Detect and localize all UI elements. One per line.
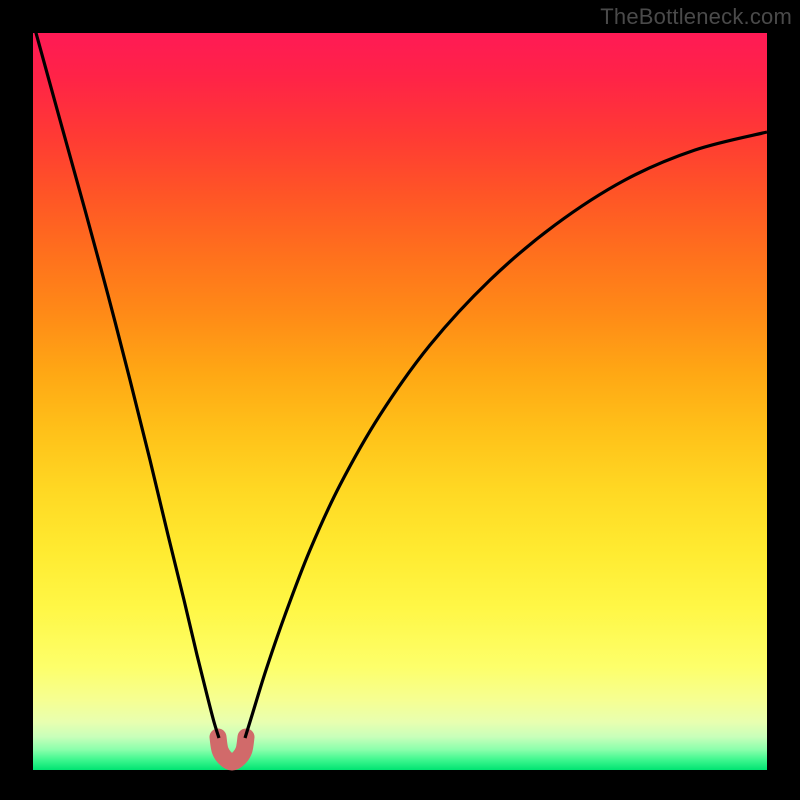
plot-background [33,33,767,770]
chart-container: TheBottleneck.com [0,0,800,800]
bottleneck-curve-chart [0,0,800,800]
watermark-text: TheBottleneck.com [600,4,792,30]
